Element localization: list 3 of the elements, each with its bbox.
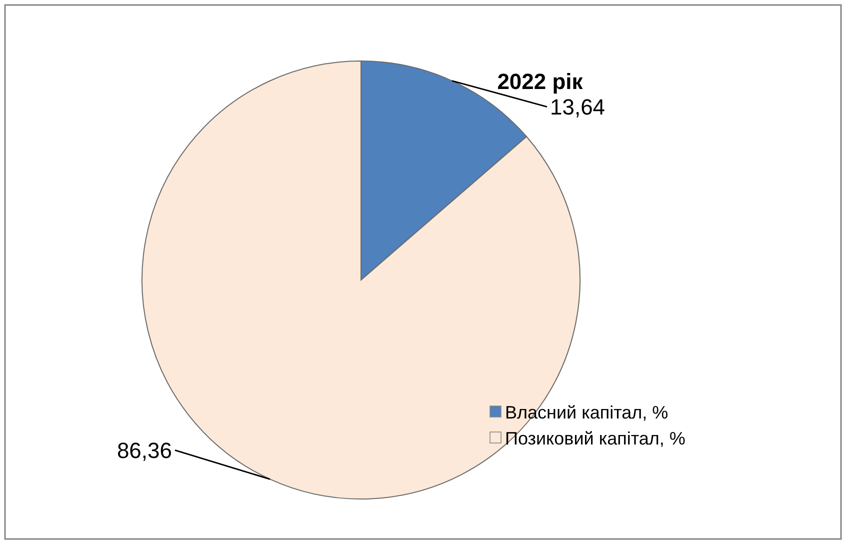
data-label: 86,36 [116, 438, 172, 463]
chart-title: 2022 рік [497, 69, 584, 94]
data-label: 13,64 [550, 94, 606, 120]
